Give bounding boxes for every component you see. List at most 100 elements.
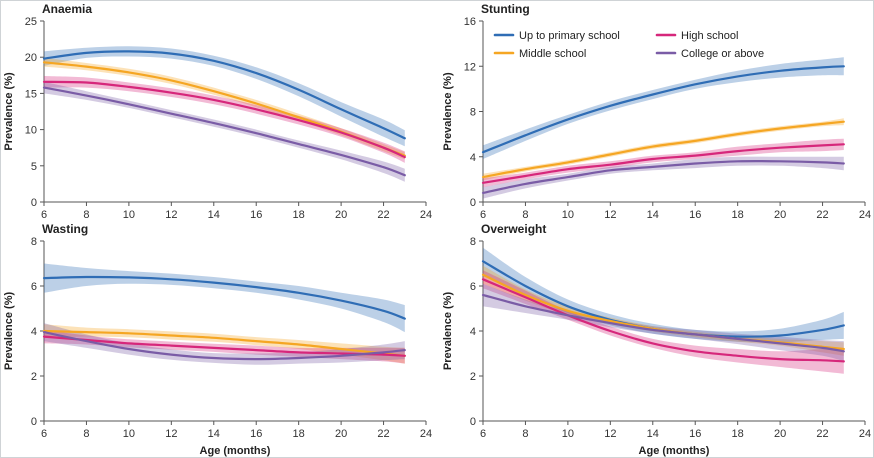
band-college [44,323,405,365]
x-tick-label: 6 [41,428,47,440]
x-tick-label: 16 [250,209,262,221]
line-middle [481,120,845,179]
line-college [481,159,845,194]
legend-item-primary: Up to primary school [493,30,620,42]
band-middle [44,57,405,160]
x-tick-label: 18 [293,209,305,221]
band-middle [483,118,844,181]
x-tick-label: 18 [732,209,744,221]
line-college [481,293,845,353]
band-college [483,283,844,362]
series-lines [42,275,406,361]
y-tick-label: 0 [31,416,37,428]
line-primary [42,275,406,320]
band-high [44,76,405,163]
x-tick-label: 22 [377,428,389,440]
x-tick-label: 10 [123,428,135,440]
x-tick-label: 16 [689,209,701,221]
y-tick-label: 4 [31,326,37,338]
band-primary [44,46,405,147]
y-tick-label: 2 [31,371,37,383]
legend-item-middle: Middle school [493,48,586,60]
line-primary [481,65,845,154]
x-tick-label: 14 [208,209,220,221]
x-tick-label: 12 [165,428,177,440]
x-tick-label: 12 [604,209,616,221]
panel-title: Overweight [481,222,546,236]
x-tick-label: 10 [123,209,135,221]
series-lines [481,260,845,363]
x-tick-label: 10 [562,209,574,221]
x-tick-label: 8 [522,209,528,221]
y-tick-label: 0 [470,197,476,209]
x-tick-label: 20 [335,428,347,440]
y-tick-label: 10 [25,125,37,137]
legend-item-college: College or above [655,48,764,60]
legend-label: Middle school [519,48,586,60]
x-tick-label: 20 [335,209,347,221]
band-high [44,329,405,364]
x-tick-label: 8 [522,428,528,440]
y-tick-label: 2 [470,371,476,383]
y-tick-label: 5 [31,161,37,173]
y-tick-label: 8 [470,107,476,119]
y-tick-label: 12 [464,61,476,73]
band-high [483,270,844,374]
x-tick-label: 24 [420,209,432,221]
x-tick-label: 24 [420,428,432,440]
line-college [42,331,406,361]
y-axis-title: Prevalence (%) [3,292,15,371]
panel-anaemia: Anaemia 0 5 10 15 20 25 6 8 10 12 14 16 18 20 22 24 Preva… [3,2,432,221]
x-tick-label: 18 [293,428,305,440]
panel-title: Stunting [481,2,530,16]
band-primary [44,263,405,333]
legend-label: Up to primary school [519,30,620,42]
x-tick-label: 6 [41,209,47,221]
x-tick-label: 6 [480,428,486,440]
y-tick-label: 8 [31,236,37,248]
line-primary [42,50,406,140]
y-tick-label: 20 [25,52,37,64]
band-college [44,81,405,182]
x-tick-label: 16 [689,428,701,440]
x-tick-label: 12 [165,209,177,221]
x-tick-label: 14 [647,209,659,221]
y-axis-title: Prevalence (%) [442,72,454,151]
x-tick-label: 22 [816,428,828,440]
x-tick-label: 18 [732,428,744,440]
y-axis-title: Prevalence (%) [3,72,15,151]
x-tick-label: 22 [377,209,389,221]
panel-title: Wasting [42,222,88,236]
y-tick-label: 6 [470,281,476,293]
legend-label: College or above [681,48,764,60]
y-tick-label: 4 [470,326,476,338]
x-tick-label: 20 [774,209,786,221]
y-tick-label: 0 [470,416,476,428]
x-tick-label: 12 [604,428,616,440]
line-high [42,80,406,159]
x-tick-label: 14 [208,428,220,440]
confidence-bands [44,46,405,182]
line-middle [42,329,406,357]
series-lines [42,50,406,177]
y-tick-label: 16 [464,16,476,28]
x-axis-title: Age (months) [200,445,271,457]
x-tick-label: 24 [859,209,871,221]
x-tick-label: 20 [774,428,786,440]
x-tick-label: 24 [859,428,871,440]
line-college [42,86,406,177]
line-high [481,278,845,363]
confidence-bands [483,247,844,374]
y-tick-label: 0 [31,197,37,209]
y-axis-title: Prevalence (%) [442,292,454,371]
y-tick-label: 25 [25,16,37,28]
x-tick-label: 16 [250,428,262,440]
x-tick-label: 8 [83,428,89,440]
legend-item-high: High school [655,30,738,42]
x-axis-title: Age (months) [639,445,710,457]
x-tick-label: 14 [647,428,659,440]
band-high [483,138,844,188]
